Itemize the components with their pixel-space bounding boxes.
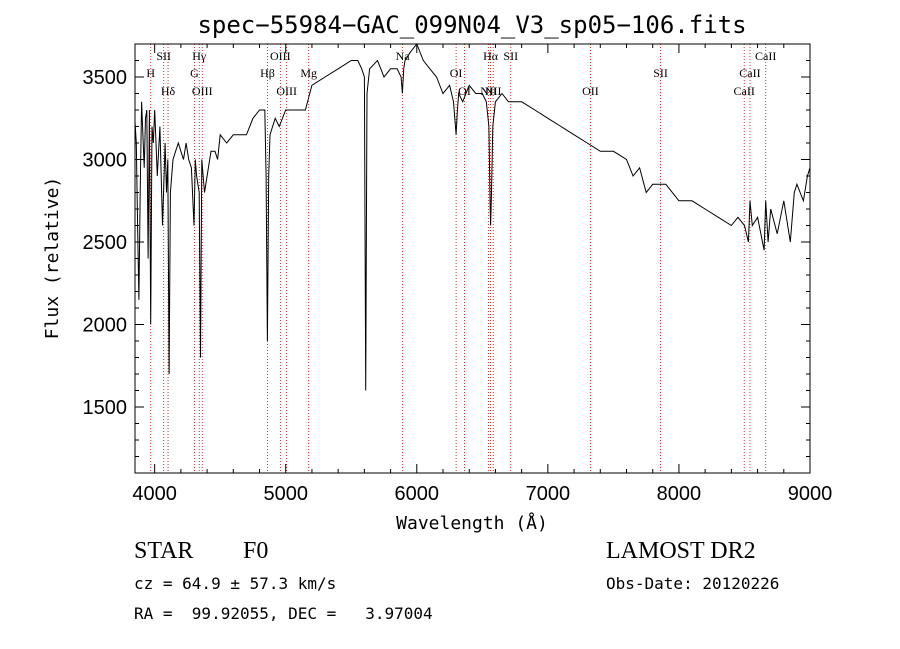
emission-line-label: OIII — [270, 49, 291, 63]
x-tick-label: 5000 — [263, 483, 308, 505]
emission-line-label: OI — [450, 66, 463, 80]
x-tick-label: 7000 — [526, 483, 571, 505]
chart-title: spec−55984−GAC_099N04_V3_sp05−106.fits — [197, 11, 746, 39]
emission-line-label: CaII — [739, 66, 760, 80]
y-tick-label: 2500 — [83, 232, 128, 254]
emission-line-label: Na — [396, 49, 411, 63]
survey-name: LAMOST DR2 — [606, 538, 756, 564]
plot-frame — [134, 43, 811, 474]
x-tick-label: 9000 — [788, 483, 833, 505]
x-tick-label: 6000 — [395, 483, 440, 505]
emission-line-label: G — [190, 66, 199, 80]
x-axis-label: Wavelength (Å) — [396, 512, 548, 534]
y-axis-label: Flux (relative) — [42, 177, 63, 340]
y-tick-label: 3500 — [83, 67, 128, 89]
emission-line-label: NII — [480, 84, 497, 98]
emission-line-label: Hδ — [161, 84, 176, 98]
coordinates: RA = 99.92055, DEC = 3.97004 — [134, 604, 433, 623]
emission-line-label: OII — [582, 84, 599, 98]
x-tick-label: 8000 — [657, 483, 702, 505]
emission-line-label: CaII — [734, 84, 755, 98]
redshift-velocity: cz = 64.9 ± 57.3 km/s — [134, 574, 337, 593]
emission-line-label: Hβ — [260, 66, 275, 80]
emission-line-label: NII — [485, 84, 502, 98]
y-tick-label: 1500 — [83, 397, 128, 419]
emission-line-label: OIII — [276, 84, 297, 98]
emission-line-label: SII — [653, 66, 668, 80]
observation-date: Obs-Date: 20120226 — [606, 574, 780, 593]
emission-line-label: Hα — [483, 49, 499, 63]
emission-line-markers — [150, 44, 767, 473]
emission-line-label: SII — [156, 49, 171, 63]
y-axis-ticks: 1500 2000 2500 3000 3500 — [83, 43, 810, 474]
emission-line-label: H — [146, 66, 155, 80]
x-axis-ticks: 4000 5000 6000 7000 8000 9000 — [132, 44, 832, 505]
emission-line-label: OI — [458, 84, 471, 98]
emission-line-label: OIII — [192, 84, 213, 98]
y-tick-label: 2000 — [83, 315, 128, 337]
spectrum-series-line — [134, 43, 811, 391]
emission-line-label: Mg — [300, 66, 317, 80]
spectral-subclass: F0 — [243, 538, 269, 564]
y-tick-label: 3000 — [83, 150, 128, 172]
emission-line-label: SII — [503, 49, 518, 63]
emission-line-label: CaII — [755, 49, 776, 63]
spectral-class: STAR — [134, 538, 194, 564]
x-tick-label: 4000 — [132, 483, 177, 505]
emission-line-label: Hγ — [192, 49, 207, 63]
